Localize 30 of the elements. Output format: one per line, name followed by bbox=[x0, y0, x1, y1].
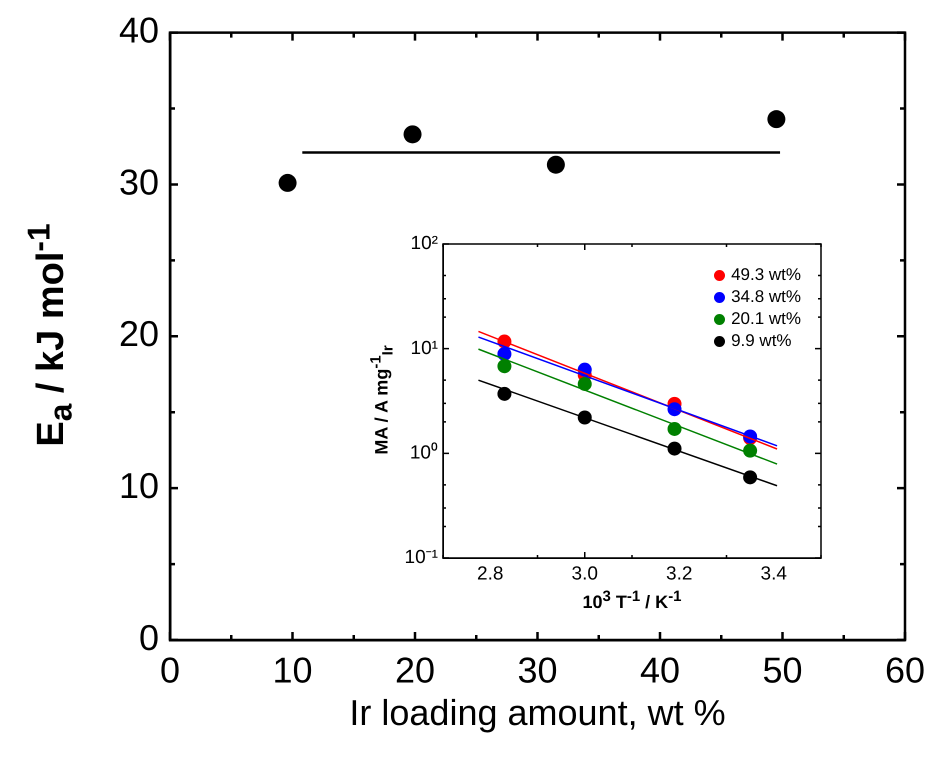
y-tick-label: 10⁰ bbox=[410, 442, 438, 464]
y-tick-label: 10⁻¹ bbox=[404, 547, 438, 568]
x-tick-label: 3.0 bbox=[572, 564, 598, 585]
y-tick-label: 10 bbox=[118, 465, 159, 506]
point bbox=[578, 376, 592, 391]
point bbox=[404, 125, 422, 144]
y-tick-label: 0 bbox=[138, 616, 159, 658]
y-tick-label: 20 bbox=[118, 313, 159, 354]
legend-label: 34.8 wt% bbox=[731, 287, 801, 306]
y-tick-label: 30 bbox=[118, 161, 159, 202]
point bbox=[546, 156, 565, 174]
x-tick-label: 60 bbox=[884, 650, 926, 691]
x-axis-title: Ir loading amount, wt % bbox=[348, 692, 727, 734]
x-tick-label: 3.4 bbox=[760, 564, 788, 585]
x-tick-label: 3.2 bbox=[666, 564, 692, 585]
legend-label: 9.9 wt% bbox=[731, 331, 792, 350]
y-tick-label: 40 bbox=[118, 10, 159, 51]
point bbox=[497, 359, 512, 374]
legend-label: 49.3 wt% bbox=[731, 265, 801, 284]
x-tick-label: 40 bbox=[640, 650, 680, 691]
x-axis-title: 10$^{3}$ T$^{-1}$ / K$^{-1}$ bbox=[581, 588, 683, 613]
y-tick-label: 10¹ bbox=[410, 338, 438, 359]
y-tick-label: 10² bbox=[410, 233, 438, 254]
x-tick-label: 50 bbox=[762, 650, 803, 691]
x-tick-label: 2.8 bbox=[477, 564, 504, 585]
x-tick-label: 10 bbox=[272, 650, 313, 691]
point bbox=[767, 110, 786, 128]
x-tick-label: 30 bbox=[517, 650, 558, 691]
point bbox=[278, 174, 297, 192]
legend-label: 20.1 wt% bbox=[731, 309, 801, 328]
